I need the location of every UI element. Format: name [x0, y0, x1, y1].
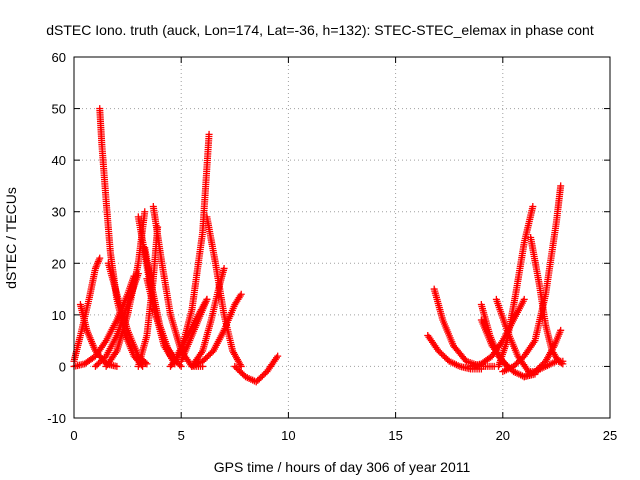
x-tick-label: 5: [178, 428, 185, 443]
data-point: [141, 359, 149, 367]
data-point: [220, 264, 228, 272]
data-point: [205, 130, 213, 138]
y-tick-label: 30: [52, 205, 66, 220]
series-30: [520, 357, 567, 381]
y-tick-label: 40: [52, 153, 66, 168]
data-point: [529, 203, 537, 211]
y-tick-label: 0: [59, 359, 66, 374]
data-point: [557, 326, 565, 334]
plot-frame: [73, 56, 611, 419]
y-axis-label: dSTEC / TECUs: [3, 187, 19, 289]
y-tick-label: 60: [52, 50, 66, 65]
data-point: [143, 360, 151, 368]
chart-title: dSTEC Iono. truth (auck, Lon=174, Lat=-3…: [46, 22, 594, 38]
x-tick-label: 20: [496, 428, 510, 443]
series-19: [231, 352, 282, 386]
data-point: [96, 254, 104, 262]
x-tick-label: 25: [603, 428, 617, 443]
data-point: [176, 361, 184, 369]
data-point: [141, 208, 149, 216]
series-26: [495, 203, 537, 370]
series-13: [166, 130, 213, 370]
data-point: [520, 295, 528, 303]
series-1: [70, 254, 104, 365]
data-point: [274, 352, 282, 360]
data-point: [203, 295, 211, 303]
data-series: [70, 105, 567, 386]
series-27: [499, 182, 565, 376]
grid-lines: [74, 57, 610, 418]
series-17: [203, 213, 245, 370]
y-tick-label: 10: [52, 308, 66, 323]
y-tick-label: 50: [52, 102, 66, 117]
x-tick-label: 0: [70, 428, 77, 443]
y-tick-label: 20: [52, 256, 66, 271]
series-15: [173, 295, 211, 360]
series-18: [188, 290, 245, 370]
data-point: [557, 182, 565, 190]
x-axis-label: GPS time / hours of day 306 of year 2011: [214, 459, 471, 475]
y-tick-label: -10: [47, 411, 66, 426]
x-tick-label: 15: [388, 428, 402, 443]
series-11: [134, 223, 162, 370]
data-point: [237, 290, 245, 298]
data-point: [113, 362, 121, 370]
data-point: [559, 357, 567, 365]
x-tick-label: 10: [281, 428, 295, 443]
